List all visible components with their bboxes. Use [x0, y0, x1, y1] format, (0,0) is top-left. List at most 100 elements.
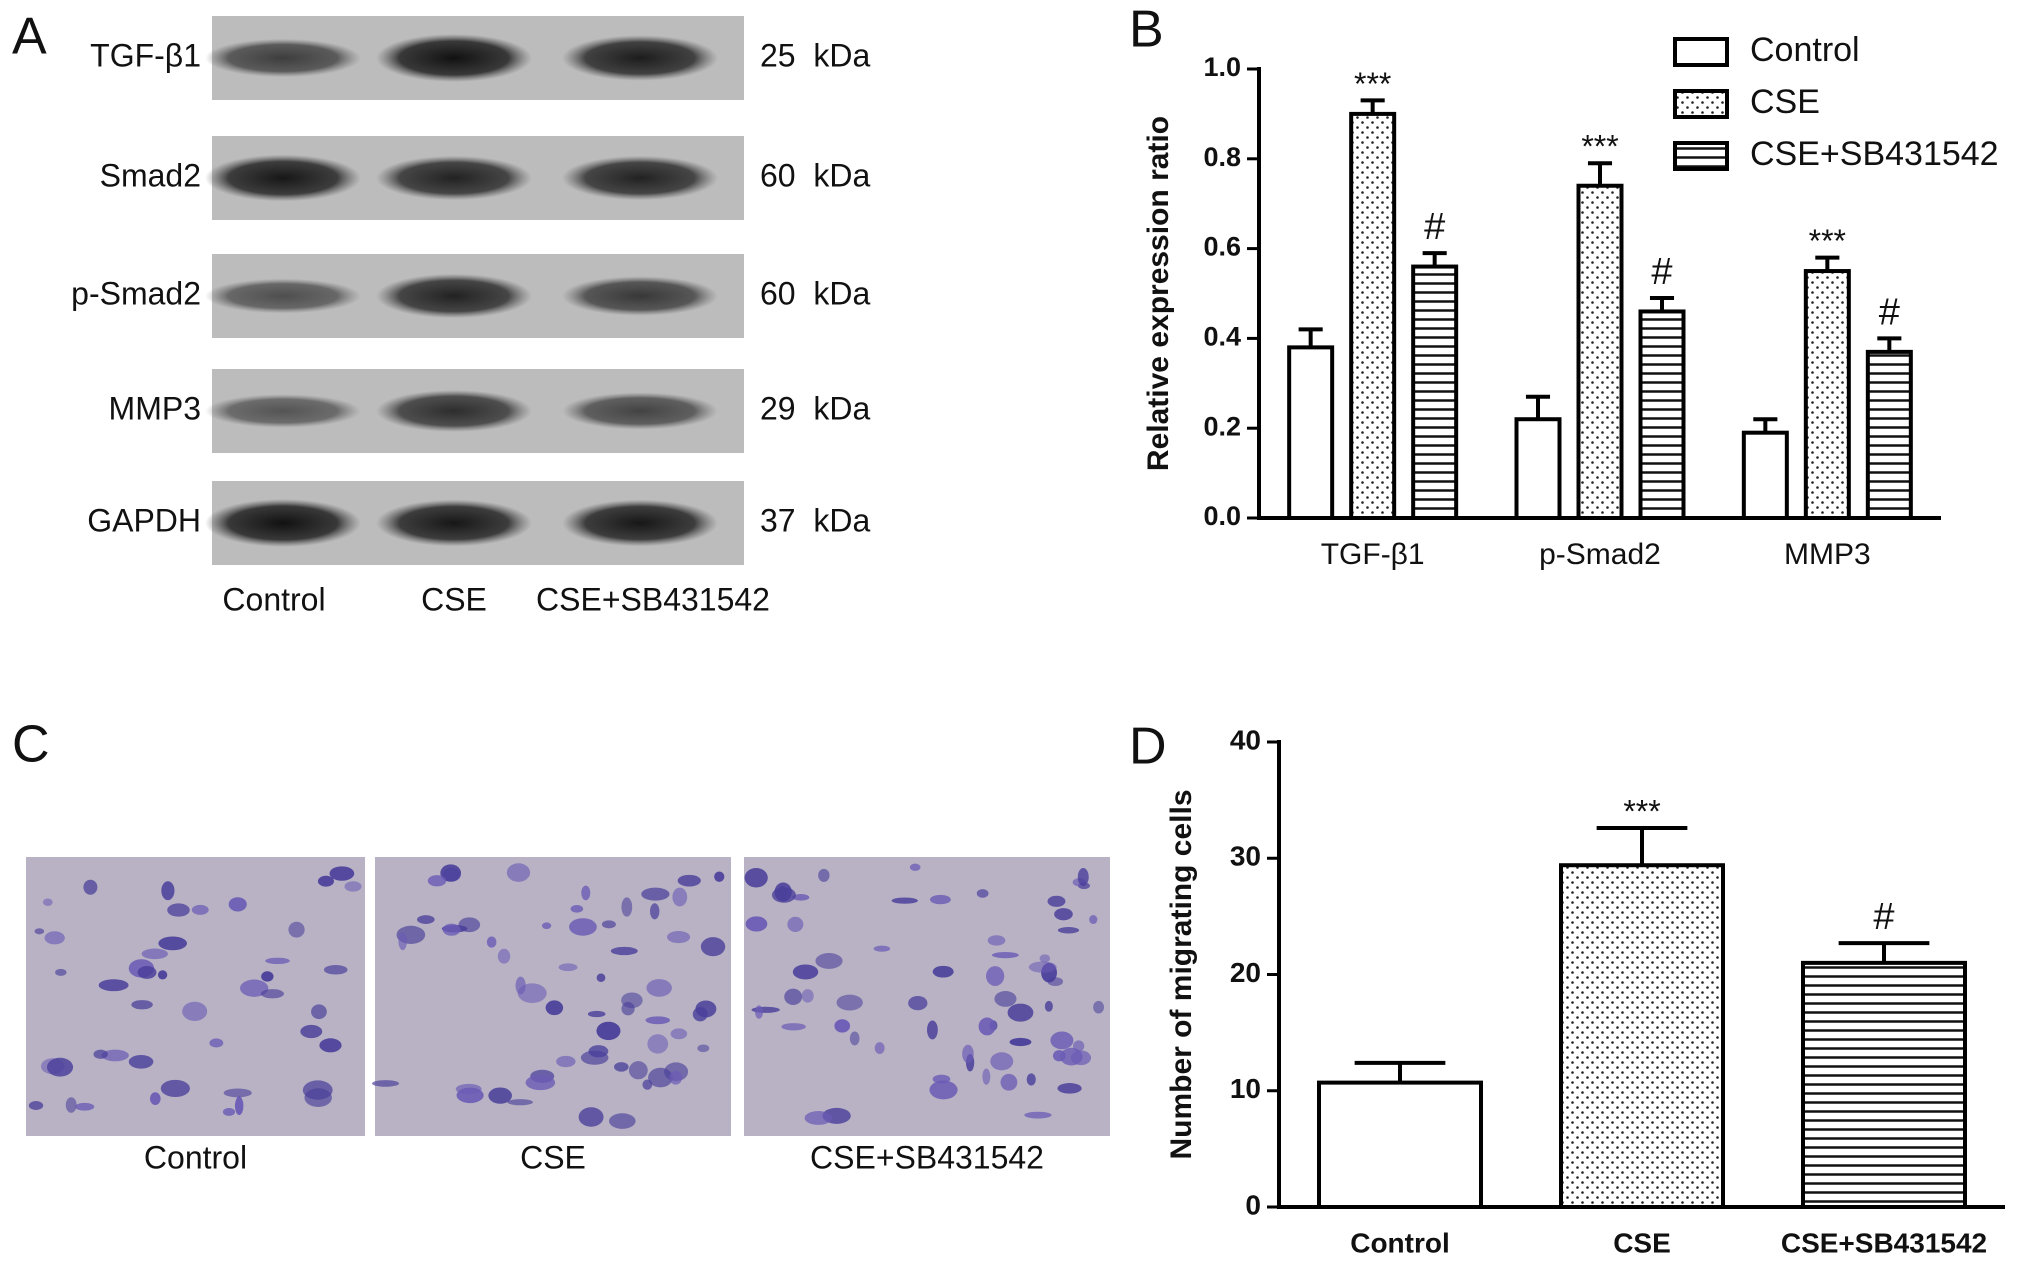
image-label: CSE+SB431542	[810, 1139, 1044, 1175]
bar	[1576, 183, 1624, 521]
significance-label: ***	[1354, 66, 1391, 102]
cell	[641, 887, 670, 901]
cell	[55, 968, 67, 976]
cell	[319, 1038, 342, 1053]
cell	[167, 903, 190, 917]
cell	[648, 1067, 673, 1088]
cell	[506, 863, 531, 882]
bar	[1287, 345, 1335, 520]
cell	[98, 979, 129, 992]
cell	[929, 1080, 958, 1100]
cell	[507, 1099, 533, 1106]
band-size: 60 kDa	[760, 275, 870, 311]
cell	[317, 875, 334, 887]
cell	[774, 882, 792, 902]
cell	[581, 885, 591, 901]
cell	[647, 1034, 669, 1054]
cell	[677, 874, 701, 887]
legend-swatch	[1673, 141, 1729, 171]
y-axis-label: Number of migrating cells	[1165, 789, 1198, 1159]
legend-label: Control	[1750, 31, 1860, 69]
cell	[792, 894, 810, 901]
lane-label: CSE+SB431542	[536, 581, 770, 617]
cell	[456, 1087, 484, 1104]
blot-band	[562, 155, 718, 201]
cell	[160, 1079, 190, 1098]
cell	[427, 875, 447, 887]
cell	[101, 1049, 129, 1062]
cell	[323, 964, 348, 975]
cell	[1047, 895, 1066, 907]
band-size: 29 kDa	[760, 390, 870, 426]
blot-band	[205, 499, 361, 547]
cell	[642, 1079, 653, 1090]
legend-swatch	[1673, 37, 1729, 67]
bar	[1865, 349, 1913, 520]
significance-label: #	[1873, 896, 1894, 938]
bar	[1741, 430, 1789, 520]
cell	[1047, 977, 1064, 987]
cell	[417, 915, 435, 924]
cell	[128, 1054, 154, 1069]
band-name: MMP3	[109, 390, 201, 426]
cell	[158, 936, 187, 951]
cell	[614, 1062, 629, 1072]
cell	[234, 1096, 244, 1116]
cell	[311, 1004, 327, 1020]
bar	[1317, 1080, 1483, 1210]
cell	[442, 923, 461, 936]
y-tick-label: 0	[1245, 1189, 1261, 1220]
cell	[34, 928, 45, 935]
cell	[976, 889, 989, 898]
y-tick-label: 1.0	[1203, 52, 1241, 82]
cell	[646, 979, 672, 997]
cell	[131, 1000, 153, 1010]
cell	[1054, 908, 1073, 921]
blot-band	[205, 394, 361, 428]
image-label: Control	[144, 1139, 247, 1175]
band-size: 37 kDa	[760, 502, 870, 538]
y-tick-label: 30	[1230, 841, 1261, 872]
cell	[784, 988, 803, 1006]
band-size: 25 kDa	[760, 37, 870, 73]
cell	[440, 864, 462, 882]
y-tick-label: 0.2	[1203, 411, 1241, 441]
cell	[978, 1017, 996, 1036]
cell	[83, 879, 98, 895]
y-tick-label: 0.8	[1203, 142, 1241, 172]
cell	[44, 931, 65, 945]
bar	[1803, 269, 1851, 520]
cell	[991, 951, 1019, 959]
cell	[42, 898, 53, 906]
cell	[990, 1052, 1014, 1071]
cell	[1057, 927, 1080, 934]
cell	[667, 931, 691, 944]
cell	[46, 1057, 74, 1077]
cell	[149, 1092, 161, 1106]
cell	[515, 976, 526, 995]
cell	[371, 1080, 400, 1087]
cell	[488, 1087, 512, 1104]
cell	[670, 1028, 688, 1040]
cell	[700, 937, 726, 957]
cell	[982, 1068, 991, 1085]
cell	[1052, 1050, 1066, 1062]
cell	[608, 1113, 636, 1129]
significance-label: ***	[1581, 129, 1618, 165]
band-name: Smad2	[100, 157, 201, 193]
legend-swatch	[1673, 89, 1729, 119]
significance-label: #	[1879, 291, 1900, 333]
panel-label: C	[12, 716, 50, 774]
cell	[558, 963, 578, 972]
x-tick-label: TGF-β1	[1321, 538, 1425, 571]
charts: B 0.0 0.2 0.4 0.6 0.8 1.0 Relative expression r…	[1129, 1, 2005, 1258]
x-tick-label: CSE	[1613, 1227, 1671, 1258]
cell	[781, 1023, 806, 1031]
cell	[1060, 1047, 1083, 1066]
cell	[1026, 1073, 1036, 1086]
cell	[672, 887, 688, 907]
cell	[596, 1021, 621, 1041]
cell	[525, 1075, 556, 1091]
bar	[1801, 960, 1967, 1209]
